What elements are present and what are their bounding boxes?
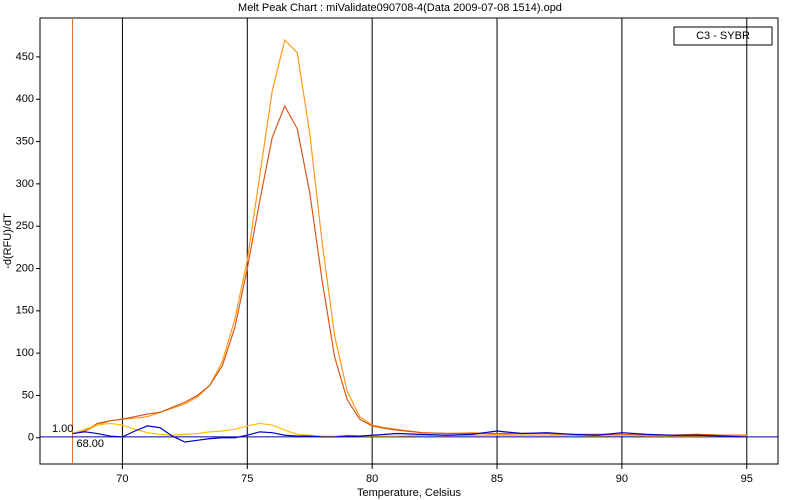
x-tick-label: 75 <box>241 473 253 485</box>
y-tick-label: 350 <box>16 135 34 147</box>
marker-label: 68.00 <box>76 438 104 450</box>
y-tick-label: 150 <box>16 305 34 317</box>
x-tick-label: 70 <box>116 473 128 485</box>
legend-box <box>673 26 773 46</box>
series-line <box>72 422 747 437</box>
y-tick-label: 400 <box>16 93 34 105</box>
y-tick-label: 200 <box>16 262 34 274</box>
y-axis-label: -d(RFU)/dT <box>2 213 14 269</box>
y-tick-label: 50 <box>22 389 34 401</box>
y-tick-label: 450 <box>16 51 34 63</box>
plot-area <box>39 17 779 465</box>
x-tick-label: 90 <box>616 473 628 485</box>
y-tick-label: 250 <box>16 220 34 232</box>
legend-title: C3 - SYBR <box>696 30 750 42</box>
series-line <box>72 425 747 443</box>
x-tick-label: 95 <box>741 473 753 485</box>
x-tick-label: 80 <box>366 473 378 485</box>
y-tick-label: 0 <box>28 432 34 444</box>
x-axis-label: Temperature, Celsius <box>357 487 461 499</box>
y-tick-label: 100 <box>16 347 34 359</box>
chart-title: Melt Peak Chart : miValidate090708-4(Dat… <box>238 2 562 14</box>
x-tick-label: 85 <box>491 473 503 485</box>
threshold-label: 1.00 <box>52 423 73 435</box>
y-tick-label: 300 <box>16 178 34 190</box>
